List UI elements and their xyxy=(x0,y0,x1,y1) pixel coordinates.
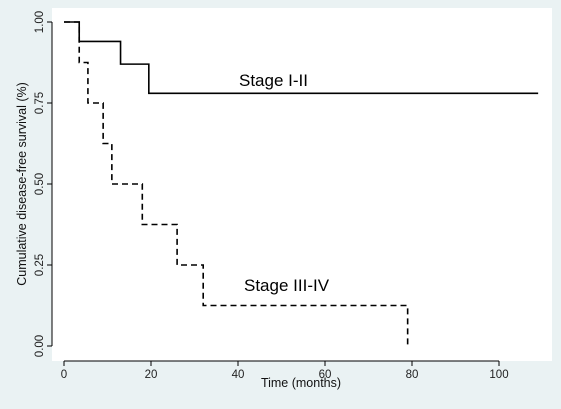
y-axis-title: Cumulative disease-free survival (%) xyxy=(15,82,29,286)
y-axis-ticks: 0.00 0.25 0.50 0.75 1.00 xyxy=(34,11,52,357)
series-line-stage-i-ii xyxy=(64,21,539,95)
y-tick-label: 0.75 xyxy=(34,92,46,114)
series-layer xyxy=(64,21,539,346)
series-label-stage-i-ii: Stage I-II xyxy=(239,71,308,90)
x-axis-title: Time (months) xyxy=(261,376,341,390)
x-tick-label: 100 xyxy=(489,369,508,381)
x-axis-ticks: 0 20 40 60 80 100 xyxy=(61,361,509,381)
x-tick-label: 40 xyxy=(232,369,245,381)
series-line-stage-iii-iv xyxy=(64,21,409,346)
series-label-stage-iii-iv: Stage III-IV xyxy=(244,276,330,295)
x-tick-label: 20 xyxy=(145,369,158,381)
y-tick-label: 0.00 xyxy=(34,335,46,357)
x-tick-label: 80 xyxy=(406,369,419,381)
x-tick-label: 0 xyxy=(61,369,67,381)
y-tick-label: 0.50 xyxy=(34,173,46,195)
y-tick-label: 1.00 xyxy=(34,11,46,33)
y-tick-label: 0.25 xyxy=(34,254,46,276)
x-tick-label: 60 xyxy=(319,369,332,381)
